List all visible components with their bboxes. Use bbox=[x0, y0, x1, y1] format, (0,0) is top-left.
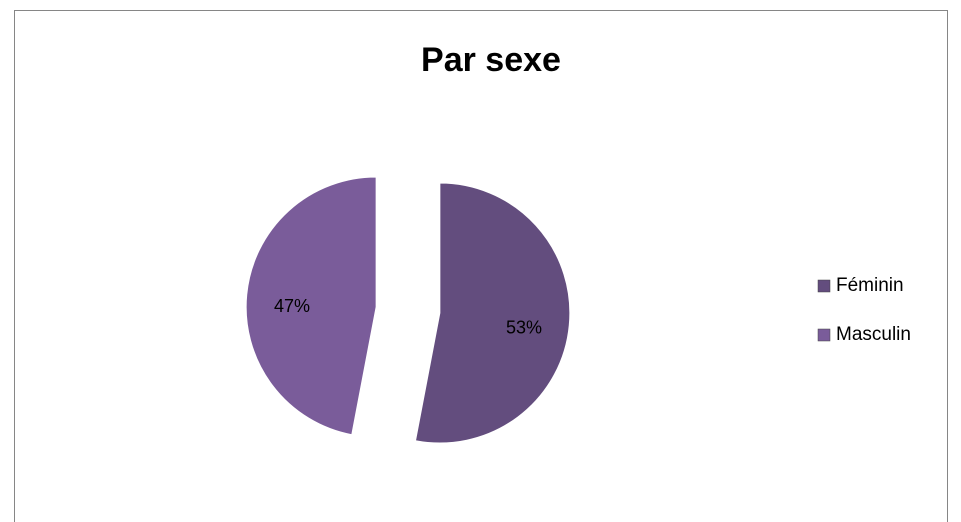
legend-swatch bbox=[817, 328, 831, 342]
legend-label: Masculin bbox=[836, 324, 911, 345]
legend-label: Féminin bbox=[836, 275, 904, 296]
legend-swatch bbox=[817, 279, 831, 293]
pie-slice bbox=[245, 176, 377, 436]
pie-slice bbox=[414, 182, 571, 444]
data-label: 47% bbox=[274, 296, 310, 316]
data-label: 53% bbox=[506, 318, 542, 338]
chart-title: Par sexe bbox=[421, 41, 561, 79]
